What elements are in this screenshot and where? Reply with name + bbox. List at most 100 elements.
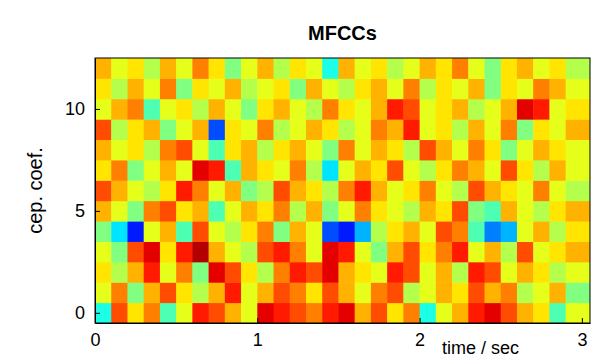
cell	[257, 58, 274, 79]
cell	[127, 180, 144, 201]
cell	[387, 221, 404, 242]
cell	[501, 160, 518, 181]
cell	[257, 119, 274, 140]
y-tick-mark	[95, 211, 100, 212]
cell	[144, 221, 161, 242]
cell	[192, 241, 209, 262]
cell	[533, 58, 550, 79]
cell	[209, 119, 226, 140]
cell	[436, 58, 453, 79]
cell	[160, 221, 177, 242]
cell	[371, 201, 388, 222]
cell	[209, 262, 226, 283]
x-tick-label: 0	[90, 330, 100, 350]
cell	[403, 221, 420, 242]
cell	[192, 160, 209, 181]
cell	[485, 160, 502, 181]
cell	[452, 99, 469, 120]
cell	[549, 303, 566, 323]
cell	[209, 282, 226, 303]
cell	[241, 180, 258, 201]
cell	[420, 58, 437, 79]
cell	[355, 262, 372, 283]
cell	[306, 99, 323, 120]
cell	[468, 78, 485, 99]
cell	[160, 119, 177, 140]
cell	[436, 201, 453, 222]
cell	[533, 201, 550, 222]
cell	[274, 241, 291, 262]
cell	[501, 201, 518, 222]
cell	[127, 99, 144, 120]
cell	[160, 140, 177, 161]
cell	[306, 303, 323, 323]
cell	[95, 282, 112, 303]
cell	[549, 160, 566, 181]
cell	[176, 241, 193, 262]
cell	[566, 58, 590, 79]
cell	[176, 221, 193, 242]
cell	[192, 303, 209, 323]
cell	[403, 241, 420, 262]
cell	[127, 241, 144, 262]
cell	[403, 99, 420, 120]
cell	[306, 78, 323, 99]
plot-frame	[95, 58, 590, 323]
cell	[533, 180, 550, 201]
cell	[420, 262, 437, 283]
cell	[468, 221, 485, 242]
cell	[468, 99, 485, 120]
cell	[436, 262, 453, 283]
cell	[468, 58, 485, 79]
cell	[549, 180, 566, 201]
cell	[225, 78, 242, 99]
cell	[387, 241, 404, 262]
cell	[566, 99, 590, 120]
cell	[371, 160, 388, 181]
cell	[290, 262, 307, 283]
cell	[533, 160, 550, 181]
cell	[371, 241, 388, 262]
cell	[209, 160, 226, 181]
cell	[517, 241, 534, 262]
cell	[274, 221, 291, 242]
cell	[420, 140, 437, 161]
cell	[387, 303, 404, 323]
cell	[517, 140, 534, 161]
cell	[306, 119, 323, 140]
cell	[144, 99, 161, 120]
cell	[533, 241, 550, 262]
cell	[111, 119, 128, 140]
cell	[290, 119, 307, 140]
cell	[485, 180, 502, 201]
x-tick-label: 3	[577, 330, 587, 350]
cell	[452, 303, 469, 323]
cell	[241, 221, 258, 242]
cell	[290, 201, 307, 222]
cell	[209, 221, 226, 242]
y-tick-label: 5	[75, 201, 85, 221]
cell	[420, 241, 437, 262]
cell	[225, 99, 242, 120]
cell	[144, 180, 161, 201]
cell	[468, 282, 485, 303]
cell	[127, 58, 144, 79]
cell	[209, 303, 226, 323]
x-tick-mark	[582, 318, 583, 323]
cell	[403, 140, 420, 161]
cell	[533, 282, 550, 303]
cell	[420, 303, 437, 323]
y-tick-mark	[95, 109, 100, 110]
cell	[566, 221, 590, 242]
cell	[290, 241, 307, 262]
cell	[371, 180, 388, 201]
cell	[127, 140, 144, 161]
cell	[95, 201, 112, 222]
cell	[322, 78, 339, 99]
cell	[355, 140, 372, 161]
cell	[111, 282, 128, 303]
cell	[403, 180, 420, 201]
cell	[501, 262, 518, 283]
cell	[485, 303, 502, 323]
cell	[549, 119, 566, 140]
